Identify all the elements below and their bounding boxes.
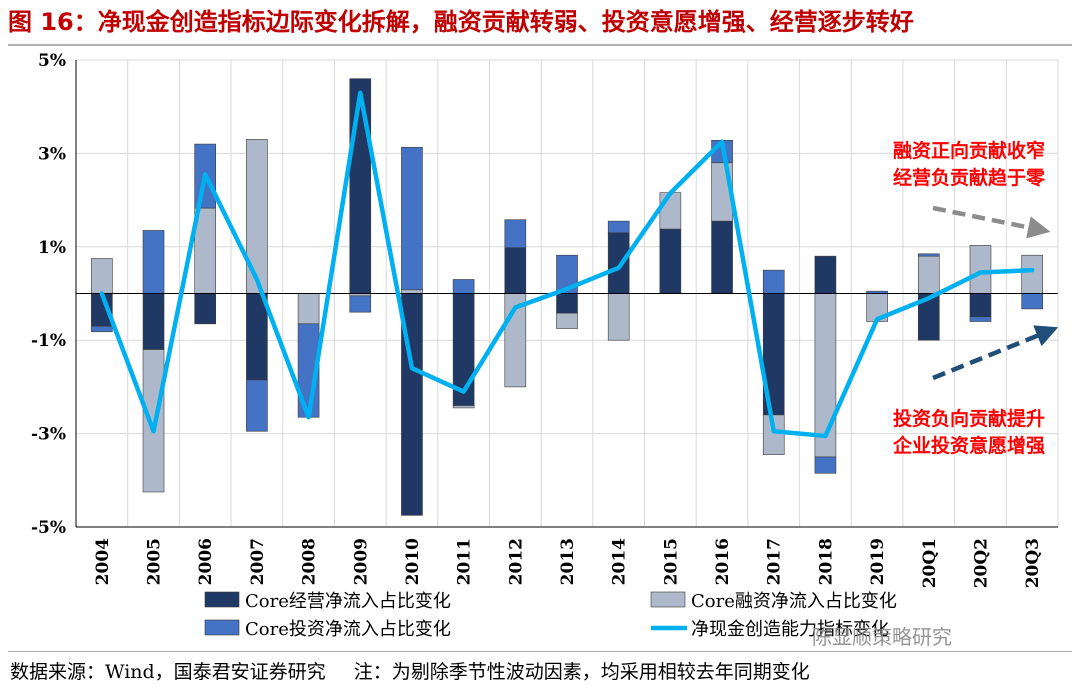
bar-segment bbox=[504, 219, 527, 249]
y-tick-label: -3% bbox=[31, 425, 66, 445]
y-tick-label: 5% bbox=[38, 51, 66, 71]
legend-label: 净现金创造能力指标变化 bbox=[691, 619, 889, 640]
x-tick-label: 2019 bbox=[868, 538, 888, 585]
annotation-text: 融资正向贡献收窄 bbox=[893, 139, 1045, 162]
bar-segment bbox=[659, 228, 682, 294]
bar-segment bbox=[91, 325, 113, 333]
axes: -5% -3% -1% 1% 3% 5% 2004 2005 2006 2007 2008 2009 2… bbox=[31, 51, 1058, 588]
annotation-arrow-navy bbox=[932, 325, 1059, 381]
footer-note: 注：为剔除季节性波动因素，均采用相较去年同期变化 bbox=[353, 661, 810, 683]
legend-label: Core融资净流入占比变化 bbox=[691, 591, 897, 612]
x-tick-label: 2010 bbox=[403, 538, 423, 585]
bar-segment bbox=[969, 293, 992, 318]
x-tick-label: 2011 bbox=[455, 538, 475, 585]
bar-segment bbox=[762, 269, 785, 294]
footer: 数据来源：Wind，国泰君安证券研究 注：为剔除季节性波动因素，均采用相较去年同… bbox=[10, 657, 832, 684]
x-tick-label: 20Q1 bbox=[920, 538, 940, 588]
bar-segment bbox=[297, 293, 320, 325]
bar-segment bbox=[969, 245, 992, 294]
footer-source: 数据来源：Wind，国泰君安证券研究 bbox=[10, 661, 326, 683]
bar-segment bbox=[91, 258, 113, 294]
chart-title: 图 16：净现金创造指标边际变化拆解，融资贡献转弱、投资意愿增强、经营逐步转好 bbox=[8, 4, 1072, 46]
bar-segment bbox=[349, 78, 372, 294]
annotation-arrow-gray bbox=[932, 205, 1051, 239]
bar-segment bbox=[246, 379, 268, 432]
chart-canvas: -5% -3% -1% 1% 3% 5% 2004 2005 2006 2007 2008 2009 2… bbox=[31, 51, 1059, 640]
y-tick-label: 1% bbox=[38, 238, 66, 258]
y-tick-label: 3% bbox=[38, 144, 66, 164]
bar-segment bbox=[142, 230, 165, 294]
x-tick-label: 2014 bbox=[610, 538, 630, 585]
bar-segment bbox=[504, 247, 527, 294]
bar-segment bbox=[659, 192, 682, 230]
bar-segment bbox=[556, 293, 578, 314]
legend: Core经营净流入占比变化 Core融资净流入占比变化 Core投资净流入占比变化 净… bbox=[204, 591, 897, 640]
x-tick-label: 2008 bbox=[300, 538, 320, 585]
bar-segment bbox=[194, 293, 217, 325]
watermark: 陈显顺策略研究 bbox=[812, 625, 952, 649]
x-tick-label: 20Q3 bbox=[1023, 538, 1043, 588]
x-tick-label: 2012 bbox=[506, 538, 526, 585]
x-tick-label: 2015 bbox=[661, 538, 681, 585]
x-tick-label: 2017 bbox=[765, 538, 785, 585]
bar-segment bbox=[969, 316, 992, 322]
bar-segment bbox=[762, 414, 785, 455]
bar-segment bbox=[1021, 254, 1043, 294]
x-tick-label: 2009 bbox=[351, 538, 371, 585]
x-tick-label: 2013 bbox=[558, 538, 578, 585]
bar-segment bbox=[246, 293, 268, 381]
bar-segment bbox=[917, 253, 940, 257]
net-cash-series-line bbox=[99, 90, 1035, 439]
bar-segment bbox=[1021, 293, 1043, 310]
bar-segment bbox=[814, 255, 837, 294]
bar-segment bbox=[142, 293, 165, 350]
bar-segment bbox=[452, 405, 475, 409]
x-tick-label: 2006 bbox=[196, 538, 216, 585]
y-tick-label: -5% bbox=[31, 518, 66, 538]
legend-label: Core经营净流入占比变化 bbox=[245, 591, 451, 612]
bar-segment bbox=[607, 232, 630, 294]
bar-segment bbox=[607, 220, 630, 234]
y-tick-label: -1% bbox=[31, 331, 66, 351]
bar-segment bbox=[401, 147, 423, 291]
x-tick-label: 2007 bbox=[248, 538, 268, 585]
bar-segment bbox=[607, 293, 630, 341]
bar-segment bbox=[711, 220, 733, 294]
bar-segment bbox=[401, 289, 423, 294]
x-tick-label: 2005 bbox=[145, 538, 165, 585]
bar-segment bbox=[814, 456, 837, 474]
legend-swatch bbox=[650, 591, 686, 608]
x-tick-label: 2004 bbox=[93, 538, 113, 585]
net-cash-line bbox=[99, 90, 1035, 439]
annotation-text: 企业投资意愿增强 bbox=[892, 434, 1045, 457]
bars bbox=[91, 78, 1043, 516]
x-tick-label: 20Q2 bbox=[971, 538, 991, 588]
x-tick-label: 2018 bbox=[816, 538, 836, 585]
annotation-text: 投资负向贡献提升 bbox=[893, 407, 1045, 430]
bar-segment bbox=[246, 139, 268, 294]
annotation-text: 经营负贡献趋于零 bbox=[893, 166, 1046, 189]
bar-segment bbox=[452, 279, 475, 294]
legend-swatch bbox=[204, 591, 240, 608]
bar-segment bbox=[556, 312, 578, 329]
bar-segment bbox=[349, 295, 372, 313]
bar-segment bbox=[917, 255, 940, 294]
x-tick-label: 2016 bbox=[713, 538, 733, 585]
footer-divider bbox=[8, 651, 1072, 652]
legend-label: Core投资净流入占比变化 bbox=[245, 619, 451, 640]
legend-swatch bbox=[204, 619, 240, 636]
